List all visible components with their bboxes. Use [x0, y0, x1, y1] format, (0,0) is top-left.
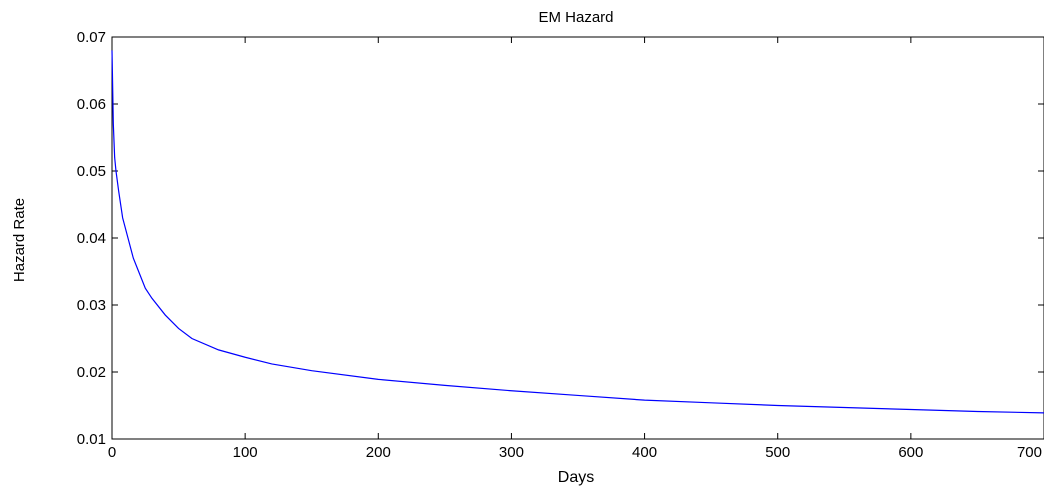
y-tick-label: 0.01	[77, 431, 106, 448]
axis-ticks	[111, 36, 1044, 440]
y-tick-label: 0.07	[77, 29, 106, 46]
y-tick-label: 0.04	[77, 230, 106, 247]
y-axis-label: Hazard Rate	[11, 198, 28, 282]
y-tick-label: 0.03	[77, 297, 106, 314]
x-axis-label: Days	[558, 469, 594, 486]
x-tick-label: 600	[898, 444, 923, 461]
x-tick-label: 100	[233, 444, 258, 461]
x-tick-label: 700	[1017, 444, 1042, 461]
hazard-rate-line	[111, 50, 1044, 414]
plot-frame	[111, 36, 1044, 440]
x-tick-label: 200	[366, 444, 391, 461]
chart-title: EM Hazard	[538, 9, 613, 26]
y-tick-label: 0.05	[77, 163, 106, 180]
y-tick-label: 0.02	[77, 364, 106, 381]
tick-labels: 0 100 200 300 400 500 600 700 0.01 0.02 0.03 0.04 0.…	[77, 29, 1042, 461]
x-tick-label: 300	[499, 444, 524, 461]
x-tick-label: 500	[765, 444, 790, 461]
x-tick-label: 0	[108, 444, 116, 461]
y-tick-label: 0.06	[77, 96, 106, 113]
x-tick-label: 400	[632, 444, 657, 461]
